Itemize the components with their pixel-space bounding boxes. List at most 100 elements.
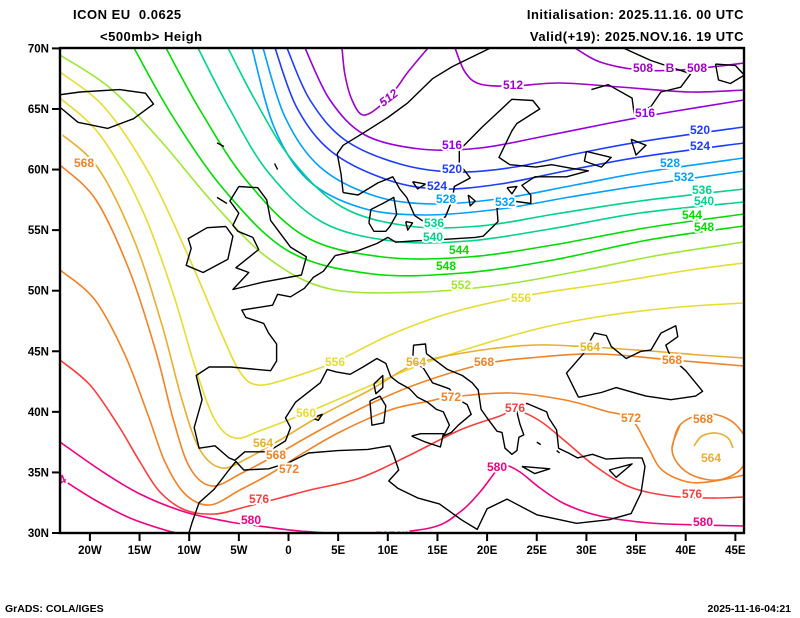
coastline <box>185 225 234 274</box>
coastline <box>467 194 476 207</box>
contour-label: 548 <box>436 259 456 273</box>
contour-label: 576 <box>505 401 525 415</box>
contour-line-548 <box>133 48 744 277</box>
contour-label: 552 <box>451 278 471 292</box>
contour-label: 516 <box>635 106 655 120</box>
contour-label: 568 <box>74 156 94 170</box>
coastlines <box>60 48 744 533</box>
contour-line-568 <box>671 412 744 482</box>
contour-line-564 <box>60 132 744 469</box>
contour-label: 576 <box>682 487 702 501</box>
coastline <box>521 465 551 475</box>
lon-tick-label: 20E <box>477 545 498 557</box>
model-title: ICON EU 0.0625 <box>73 7 182 22</box>
lon-tick-label: 10W <box>177 545 201 557</box>
coastline <box>216 196 228 205</box>
contour-label: 580 <box>693 515 713 529</box>
creation-timestamp: 2025-11-16-04:21 <box>707 603 791 615</box>
coastline <box>373 374 384 395</box>
contour-label: 520 <box>690 123 710 137</box>
contour-labels: 508 B 508512512516516520520524524528528532… <box>50 59 723 533</box>
coastline <box>368 196 398 232</box>
lat-tick-label: 55N <box>28 225 49 237</box>
lon-tick-label: 10E <box>378 545 399 557</box>
coastline <box>336 48 493 193</box>
coastline <box>273 163 279 170</box>
coastline <box>714 63 744 85</box>
lon-tick-label: 20W <box>78 545 102 557</box>
coastline <box>188 255 646 533</box>
contour-line-568 <box>60 164 744 487</box>
lon-tick-label: 5E <box>331 545 345 557</box>
lat-tick-label: 65N <box>28 104 49 116</box>
field-title: <500mb> Heigh <box>100 29 203 44</box>
contour-label: 516 <box>442 138 462 152</box>
contour-label: 544 <box>682 208 702 222</box>
contour-line-552 <box>60 54 744 294</box>
contour-lines <box>60 48 744 533</box>
contour-label: 544 <box>449 243 469 257</box>
contour-label: 556 <box>325 355 345 369</box>
contour-label: 524 <box>690 139 710 153</box>
contour-line-556 <box>60 71 744 386</box>
lon-tick-label: 40E <box>675 545 696 557</box>
coastline <box>405 220 414 231</box>
coastline <box>608 463 633 478</box>
coastline <box>583 150 612 168</box>
lat-tick-label: 60N <box>28 165 49 177</box>
contour-label: 508 <box>687 61 707 75</box>
lon-tick-label: 15E <box>427 545 448 557</box>
contour-label: 528 <box>660 156 680 170</box>
contour-label: 564 <box>253 436 273 450</box>
contour-label: 564 <box>701 451 721 465</box>
map-frame <box>58 46 746 535</box>
contour-line-564 <box>693 432 734 449</box>
contour-line-520 <box>286 48 744 173</box>
contour-line-508 <box>574 48 744 72</box>
contour-label: 572 <box>621 411 641 425</box>
coastline <box>556 450 561 454</box>
map-frame-border <box>58 46 746 535</box>
contour-label: 508 <box>633 61 653 75</box>
lat-tick-label: 50N <box>28 286 49 298</box>
lon-tick-label: 15W <box>128 545 152 557</box>
contour-label: 536 <box>692 183 712 197</box>
lon-tick-label: 0 <box>285 545 291 557</box>
contour-label: 560 <box>296 406 316 420</box>
lat-tick-label: 35N <box>28 467 49 479</box>
coastline <box>60 88 155 130</box>
contour-label: B <box>666 61 675 75</box>
contour-label: 576 <box>249 492 269 506</box>
contour-label: 524 <box>427 179 447 193</box>
contour-label: 520 <box>442 162 462 176</box>
init-time-label: Initialisation: 2025.11.16. 00 UTC <box>526 7 744 22</box>
contour-line-528 <box>262 48 744 205</box>
contour-line-516 <box>304 48 744 152</box>
contour-label: 580 <box>241 513 261 527</box>
contour-line-580 <box>60 441 744 533</box>
contour-line-512 <box>341 48 429 116</box>
contour-line-560 <box>60 97 744 440</box>
contour-label: 572 <box>441 390 461 404</box>
contour-label: 568 <box>474 355 494 369</box>
coastline <box>312 413 323 421</box>
coastline <box>369 395 387 426</box>
contour-label: 568 <box>662 353 682 367</box>
lon-tick-label: 25E <box>527 545 548 557</box>
coastline <box>591 48 692 115</box>
lon-tick-label: 30E <box>576 545 597 557</box>
contour-label: 532 <box>495 195 515 209</box>
lon-tick-label: 45E <box>725 545 746 557</box>
contour-label: 564 <box>406 355 426 369</box>
lat-tick-label: 30N <box>28 528 49 540</box>
contour-label: 512 <box>503 78 523 92</box>
contour-label: 84 <box>50 472 69 491</box>
coastline <box>411 433 445 448</box>
coastline <box>412 181 427 190</box>
contour-label: 532 <box>674 170 694 184</box>
contour-label: 580 <box>487 460 507 474</box>
coastline <box>216 142 225 148</box>
valid-time-label: Valid(+19): 2025.NOV.16. 19 UTC <box>529 29 744 44</box>
lat-tick-label: 70N <box>28 43 49 55</box>
